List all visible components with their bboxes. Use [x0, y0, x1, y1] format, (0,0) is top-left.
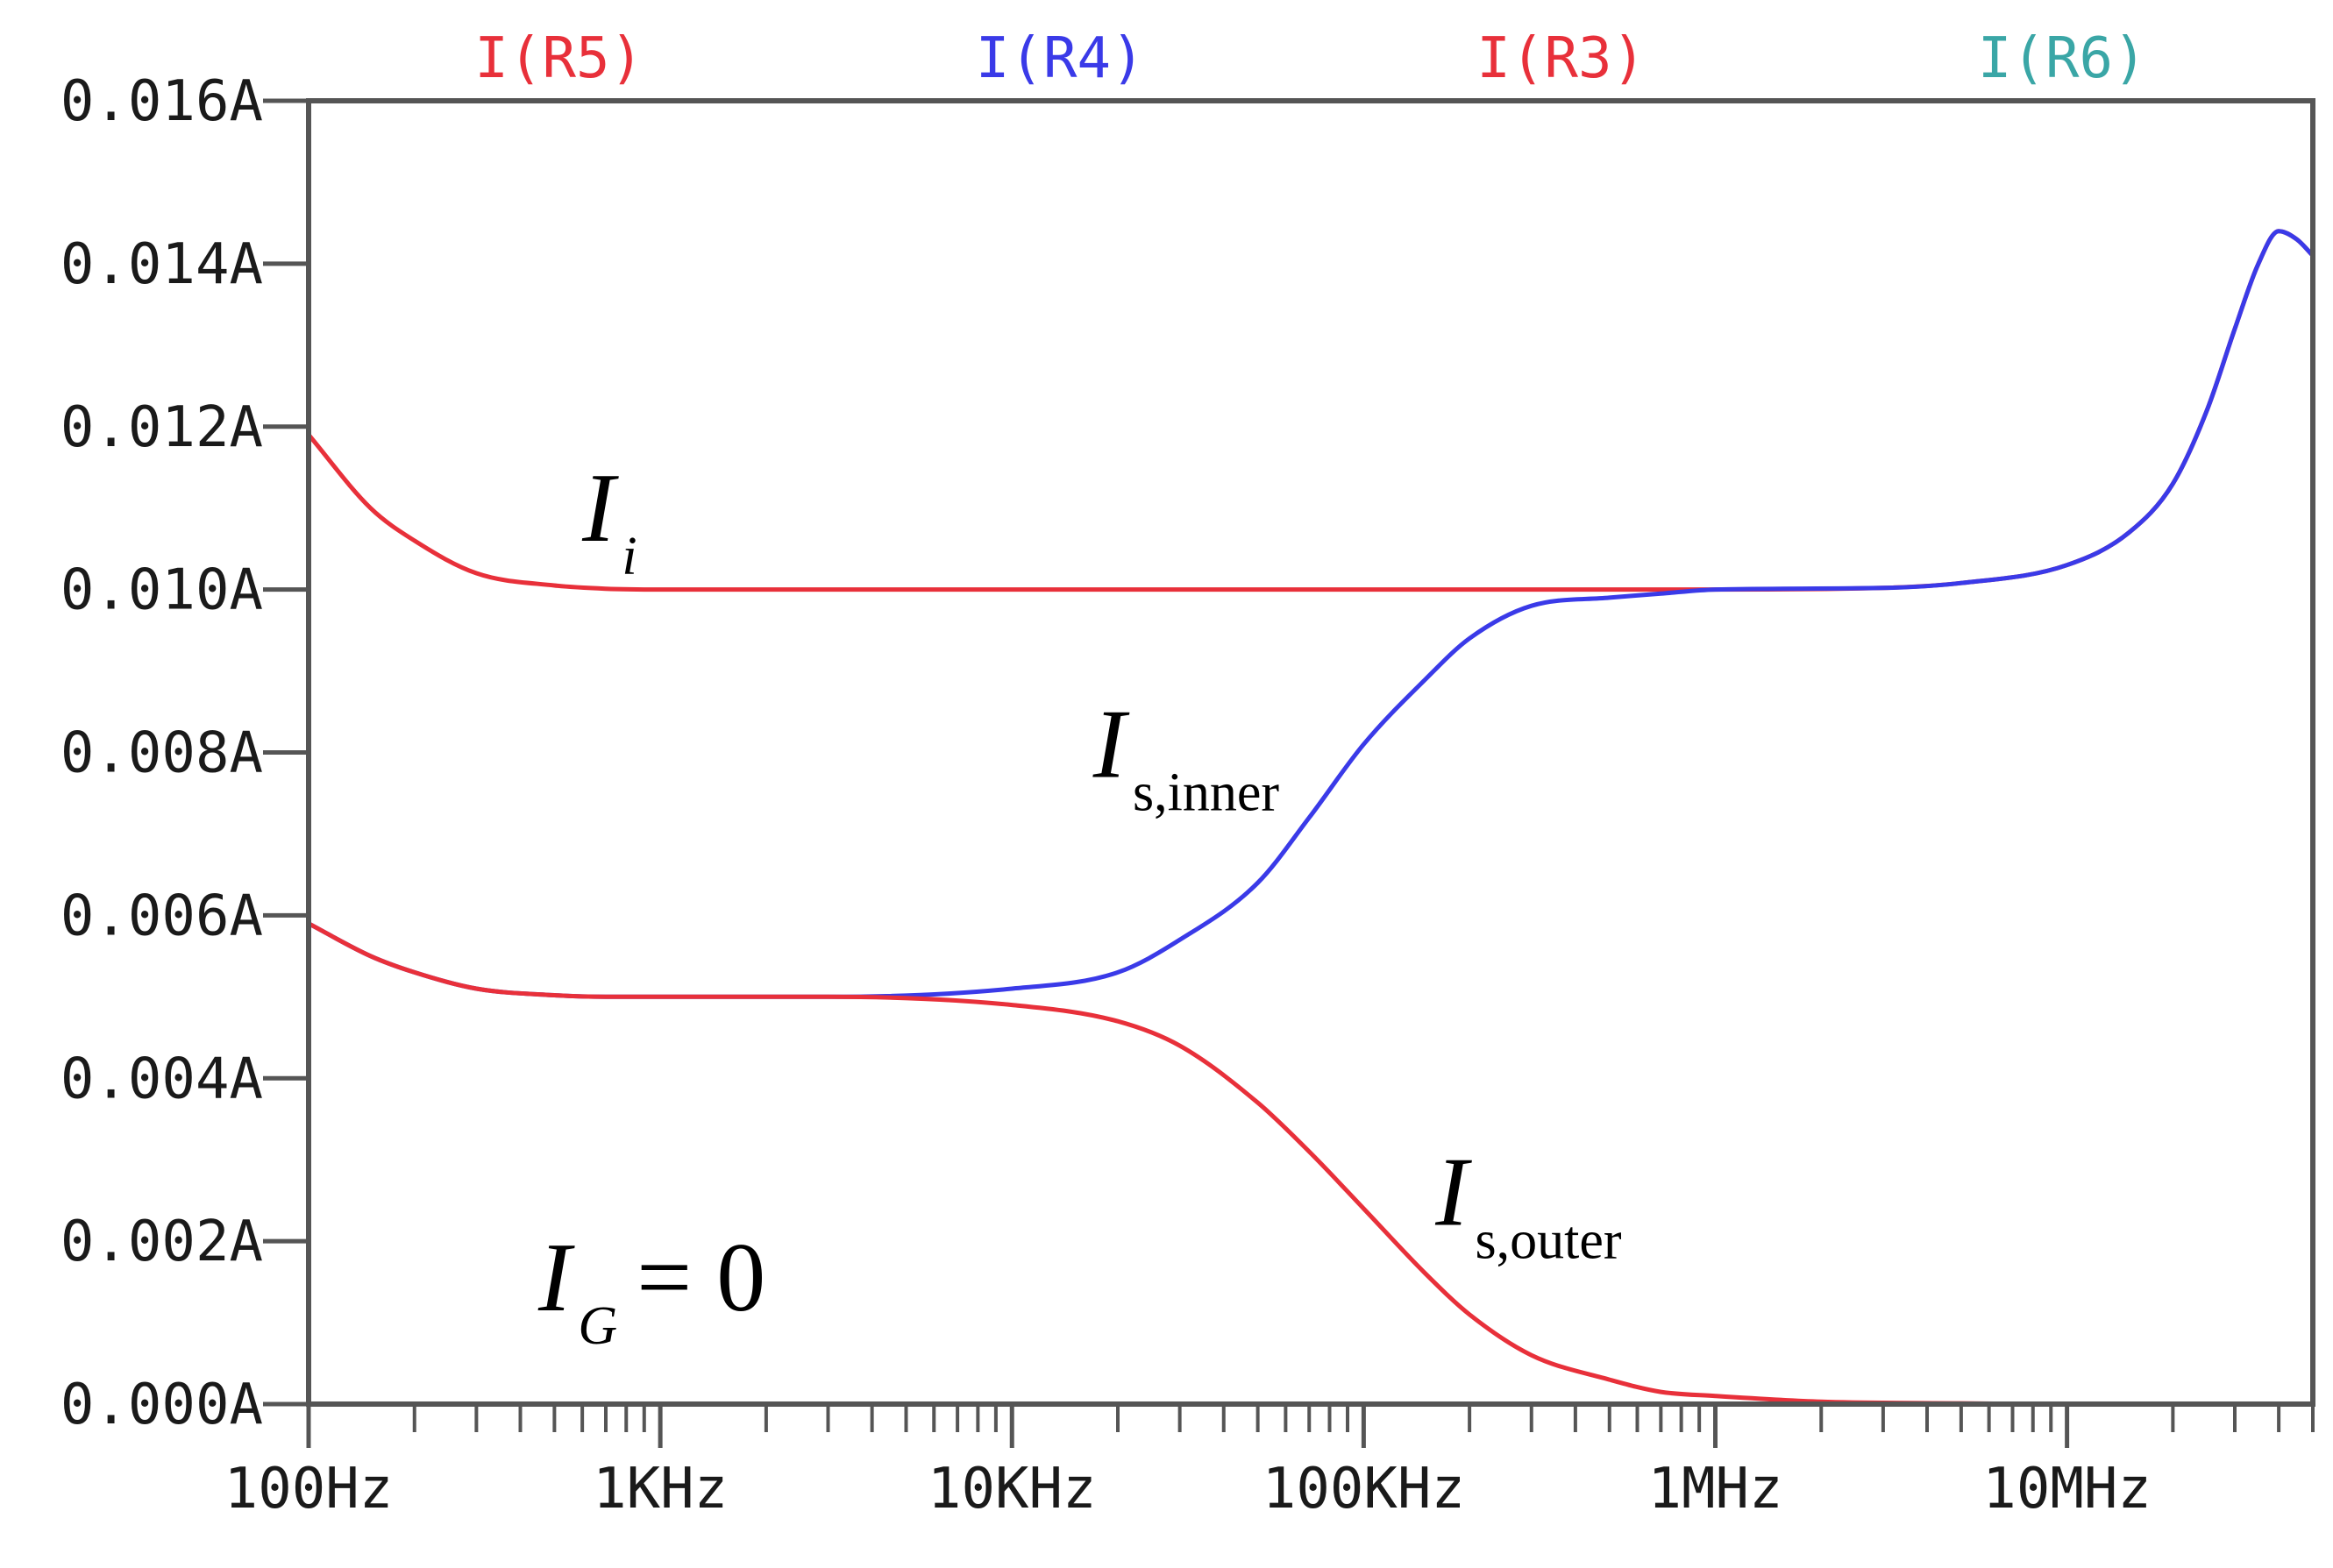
y-tick-label: 0.016A — [60, 69, 263, 134]
x-tick-label: 1MHz — [1647, 1457, 1782, 1522]
legend: I(R5) I(R4) I(R3) I(R6) — [474, 26, 2146, 91]
annotation-suffix: = 0 — [637, 1224, 765, 1332]
annotation-symbol: I — [581, 454, 619, 563]
annotation-subscript: s,inner — [1133, 763, 1279, 822]
legend-entry: I(R6) — [1978, 26, 2147, 91]
annotation-label: I G = 0 — [537, 1224, 765, 1356]
annotation-symbol: I — [1434, 1139, 1472, 1247]
annotation-subscript: G — [578, 1296, 617, 1356]
x-tick-label: 1KHz — [593, 1457, 728, 1522]
legend-entry: I(R4) — [976, 26, 1145, 91]
annotation-symbol: I — [1092, 690, 1130, 798]
y-tick-label: 0.002A — [60, 1210, 263, 1274]
y-tick-label: 0.006A — [60, 883, 263, 948]
annotation-symbol: I — [537, 1224, 575, 1332]
series-group — [306, 229, 2315, 1407]
x-tick-label: 100KHz — [1263, 1457, 1465, 1522]
y-tick-label: 0.008A — [60, 721, 263, 786]
x-tick-label: 10MHz — [1982, 1457, 2152, 1522]
x-axis: 100Hz 1KHz 10KHz 100KHz 1MHz 10MHz — [224, 1404, 2315, 1522]
y-tick-label: 0.004A — [60, 1047, 263, 1111]
legend-entry: I(R5) — [474, 26, 644, 91]
series-line-ir4 — [306, 229, 2315, 999]
annotation-subscript: s,outer — [1476, 1211, 1622, 1271]
annotation-subscript: i — [622, 527, 637, 586]
x-tick-label: 10KHz — [928, 1457, 1097, 1522]
y-axis: 0.000A 0.002A 0.004A 0.006A 0.008A 0.010A 0.01… — [60, 69, 309, 1437]
y-tick-label: 0.010A — [60, 558, 263, 623]
y-tick-label: 0.000A — [60, 1373, 263, 1437]
y-tick-label: 0.012A — [60, 395, 263, 460]
plot-frame — [306, 98, 2315, 1407]
y-tick-label: 0.014A — [60, 232, 263, 297]
x-tick-label: 100Hz — [224, 1457, 394, 1522]
legend-entry: I(R3) — [1476, 26, 1646, 91]
